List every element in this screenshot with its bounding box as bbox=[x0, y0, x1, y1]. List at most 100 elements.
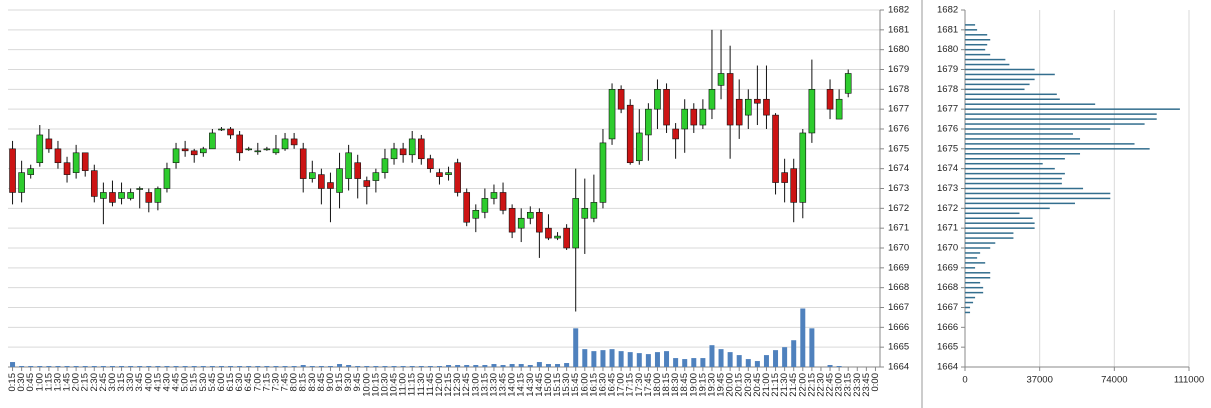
x-tick-label: 14:30 bbox=[525, 373, 536, 397]
y-tick-label: 1667 bbox=[888, 302, 909, 313]
y-tick-label: 1665 bbox=[888, 342, 909, 353]
x-tick-label: 6:15 bbox=[225, 373, 236, 392]
x-tick-label: 13:00 bbox=[470, 373, 481, 397]
volume-bar bbox=[536, 362, 542, 367]
x-tick-label: 19:45 bbox=[716, 373, 727, 397]
profile-bar bbox=[965, 207, 1050, 210]
x-tick-label: 17:00 bbox=[616, 373, 627, 397]
volume-bar bbox=[518, 364, 524, 367]
volume-bar bbox=[155, 366, 161, 367]
profile-bar bbox=[965, 291, 984, 294]
x-tick-label: 20:30 bbox=[743, 373, 754, 397]
volume-bar bbox=[482, 365, 488, 367]
profile-bar bbox=[965, 73, 1055, 76]
profile-bar bbox=[965, 227, 1035, 229]
candle-body bbox=[81, 152, 89, 171]
profile-bar bbox=[965, 222, 1035, 224]
profile-bar bbox=[965, 133, 1073, 135]
profile-bar bbox=[965, 247, 991, 249]
volume-bar bbox=[763, 355, 769, 367]
volume-bar bbox=[19, 366, 25, 367]
x-tick-label: 12:15 bbox=[443, 373, 454, 397]
x-tick-label: 7:30 bbox=[270, 373, 281, 392]
x-tick-label: 7:15 bbox=[261, 373, 272, 392]
volume-bar bbox=[237, 366, 243, 367]
x-tick-label: 12:00 bbox=[434, 373, 445, 397]
x-tick-label: 11:30 bbox=[416, 373, 427, 396]
x-tick-label: 19:30 bbox=[706, 373, 717, 397]
volume-bar bbox=[645, 354, 651, 367]
volume-bar bbox=[209, 366, 215, 367]
profile-bar bbox=[965, 103, 1096, 105]
x-tick-label: 17:15 bbox=[625, 373, 636, 397]
candle-body bbox=[436, 172, 443, 177]
candle-body bbox=[345, 152, 352, 179]
x-tick-label: 19:00 bbox=[688, 373, 699, 397]
candle-body bbox=[735, 98, 743, 126]
y-tick-label: 1669 bbox=[937, 262, 958, 273]
candle-body bbox=[390, 148, 398, 160]
profile-bar bbox=[965, 113, 1157, 115]
candle-body bbox=[472, 210, 480, 219]
y-tick-label: 1682 bbox=[888, 5, 909, 16]
profile-bar bbox=[965, 108, 1180, 110]
y-tick-label: 1671 bbox=[937, 223, 958, 234]
x-tick-label: 8:15 bbox=[298, 373, 309, 392]
candle-body bbox=[118, 192, 125, 199]
x-tick-label: 20:00 bbox=[725, 373, 736, 397]
profile-bar bbox=[965, 123, 1145, 125]
volume-bar bbox=[545, 364, 551, 367]
volume-bar bbox=[754, 361, 760, 367]
x-tick-label: 1:30 bbox=[52, 373, 63, 392]
profile-bar bbox=[965, 48, 986, 51]
profile-bar bbox=[965, 98, 1060, 100]
x-tick-label: 23:45 bbox=[861, 373, 872, 397]
profile-bar bbox=[965, 172, 1065, 175]
volume-bar bbox=[119, 366, 125, 367]
profile-bar bbox=[965, 187, 1084, 190]
candle-body bbox=[54, 148, 62, 164]
profile-bar bbox=[965, 83, 1030, 86]
profile-bar bbox=[965, 237, 1014, 239]
volume-bar bbox=[228, 366, 234, 367]
profile-bar bbox=[965, 212, 1020, 215]
x-tick-label: 0:00 bbox=[870, 373, 881, 392]
x-tick-label: 2:45 bbox=[98, 373, 109, 392]
volume-bar bbox=[37, 366, 43, 367]
candle-body bbox=[490, 192, 498, 199]
candle-body bbox=[236, 134, 243, 154]
candle-body bbox=[327, 182, 334, 189]
x-tick-label: 21:15 bbox=[770, 373, 781, 397]
x-tick-label: 11:45 bbox=[425, 373, 436, 396]
x-tick-label: 10:30 bbox=[379, 373, 390, 397]
volume-bar bbox=[82, 366, 88, 367]
x-tick-label: 6:30 bbox=[234, 373, 245, 392]
profile-bar bbox=[965, 24, 976, 26]
x-tick-label: 4:30 bbox=[161, 373, 172, 392]
volume-bar bbox=[364, 366, 370, 367]
candle-body bbox=[508, 208, 516, 233]
candle-body bbox=[354, 162, 362, 179]
candle-body bbox=[36, 134, 44, 164]
candle-body bbox=[517, 217, 525, 229]
y-tick-label: 1680 bbox=[888, 44, 909, 55]
profile-bar bbox=[965, 93, 1057, 96]
profile-bar bbox=[965, 148, 1150, 150]
volume-bar bbox=[700, 358, 706, 367]
volume-bar bbox=[573, 328, 579, 367]
candle-body bbox=[181, 148, 189, 152]
candle-body bbox=[145, 192, 153, 203]
candle-body bbox=[209, 132, 216, 150]
volume-bar bbox=[745, 359, 751, 367]
profile-bar bbox=[965, 138, 1081, 140]
candle-body bbox=[645, 108, 652, 136]
candle-body bbox=[381, 158, 389, 173]
x-tick-label: 4:15 bbox=[152, 373, 163, 392]
x-tick-label: 15:00 bbox=[543, 373, 554, 397]
x-tick-label: 16:30 bbox=[597, 373, 608, 397]
y-tick-label: 1670 bbox=[937, 243, 958, 254]
x-tick-label: 18:45 bbox=[679, 373, 690, 397]
x-tick-label: 111000 bbox=[1174, 375, 1204, 386]
candle-body bbox=[417, 138, 425, 160]
